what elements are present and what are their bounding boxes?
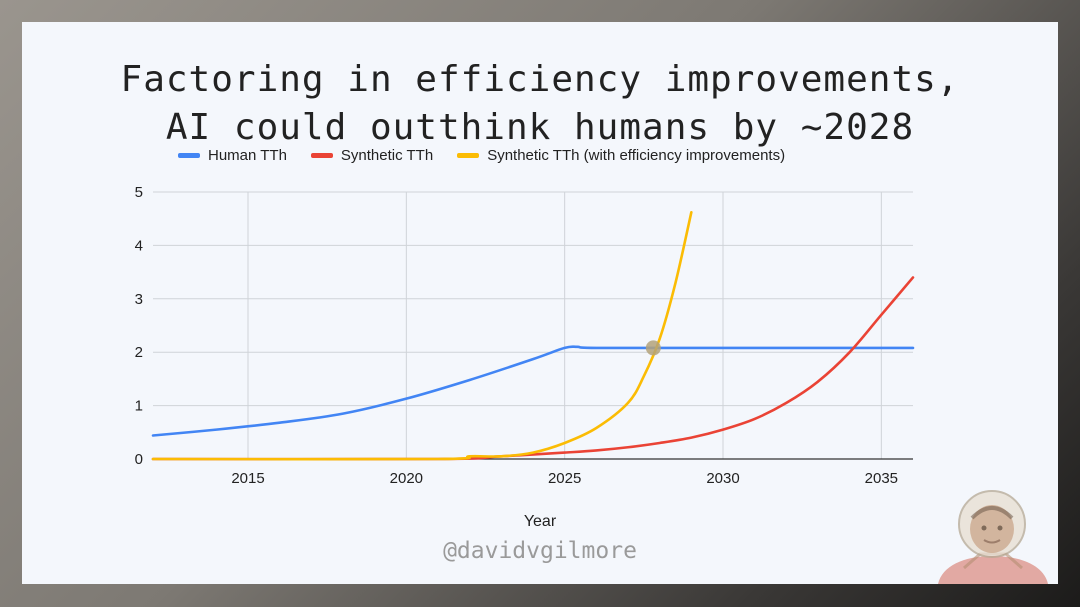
legend-item-synthetic: Synthetic TTh	[310, 146, 434, 164]
line-chart: 0 1 2 3 4 5 2015 2020 2025 2030 2035	[135, 184, 915, 487]
x-tick-label: 2025	[548, 470, 581, 487]
human-tth-line	[151, 345, 915, 437]
x-axis-label: Year	[523, 513, 557, 530]
chart-title: Factoring in efficiency improvements, AI…	[120, 59, 960, 148]
y-tick-label: 3	[135, 291, 143, 308]
legend-label-human: Human TTh	[208, 146, 287, 164]
watermark: @davidvgilmore	[443, 538, 637, 564]
y-tick-label: 4	[135, 237, 143, 254]
legend-swatch-synthetic-efficiency	[457, 152, 480, 158]
y-tick-label: 2	[135, 344, 143, 361]
legend-swatch-synthetic	[310, 152, 333, 158]
y-tick-label: 1	[135, 398, 143, 415]
chart-legend: Human TTh Synthetic TTh Synthetic TTh (w…	[178, 145, 809, 165]
legend-item-human: Human TTh	[178, 147, 287, 164]
legend-item-synthetic-efficiency: Synthetic TTh (with efficiency improveme…	[457, 147, 785, 164]
x-tick-label: 2035	[865, 470, 898, 487]
x-tick-label: 2030	[706, 470, 739, 487]
x-tick-label: 2015	[231, 470, 264, 487]
synthetic-tth-line	[151, 276, 915, 461]
x-tick-label: 2020	[390, 470, 423, 487]
y-tick-label: 0	[135, 451, 143, 468]
legend-label-synthetic: Synthetic TTh	[340, 146, 434, 164]
astronaut-portrait-icon	[938, 490, 1048, 584]
slide: Factoring in efficiency improvements, AI…	[22, 22, 1058, 584]
legend-label-synthetic-efficiency: Synthetic TTh (with efficiency improveme…	[487, 146, 786, 164]
synthetic-tth-efficiency-line	[151, 210, 693, 461]
intersection-marker	[645, 340, 661, 356]
legend-swatch-human	[178, 152, 200, 158]
y-tick-label: 5	[135, 184, 143, 201]
